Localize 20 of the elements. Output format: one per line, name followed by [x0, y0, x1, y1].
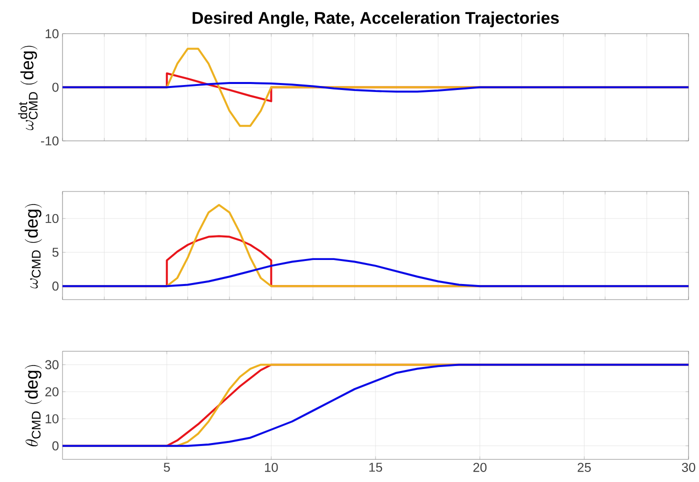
y-tick-label: 0	[52, 441, 59, 450]
y-tick-label: 10	[46, 29, 59, 38]
y-tick-label: 0	[52, 82, 59, 92]
y-axis-title: $\omega^{\mathrm{dot}}_{\mathrm{CMD}}\ \mathrm{(deg)}$	[18, 46, 38, 130]
y-axis-title: $\theta_{\mathrm{CMD}}\ \mathrm{(deg)}$	[24, 365, 42, 446]
x-tick-label: 10	[265, 462, 278, 472]
y-tick-label: 5	[52, 248, 58, 257]
y-axis-title: $\omega_{\mathrm{CMD}}\ \mathrm{(deg)}$	[24, 204, 42, 288]
x-tick-label: 20	[473, 462, 487, 472]
x-tick-label: 25	[578, 462, 591, 472]
x-tick-label: 15	[369, 462, 382, 472]
y-tick-label: 10	[46, 414, 59, 424]
y-tick-label: 30	[45, 360, 59, 370]
chart-title: Desired Angle, Rate, Acceleration Trajectories	[192, 11, 559, 28]
x-tick-label: 30	[682, 462, 696, 472]
x-tick-label: 5	[164, 462, 170, 472]
y-tick-label: -10	[41, 136, 59, 146]
y-tick-label: 0	[52, 281, 59, 291]
y-tick-label: 20	[45, 387, 59, 396]
y-tick-label: 10	[46, 214, 59, 223]
